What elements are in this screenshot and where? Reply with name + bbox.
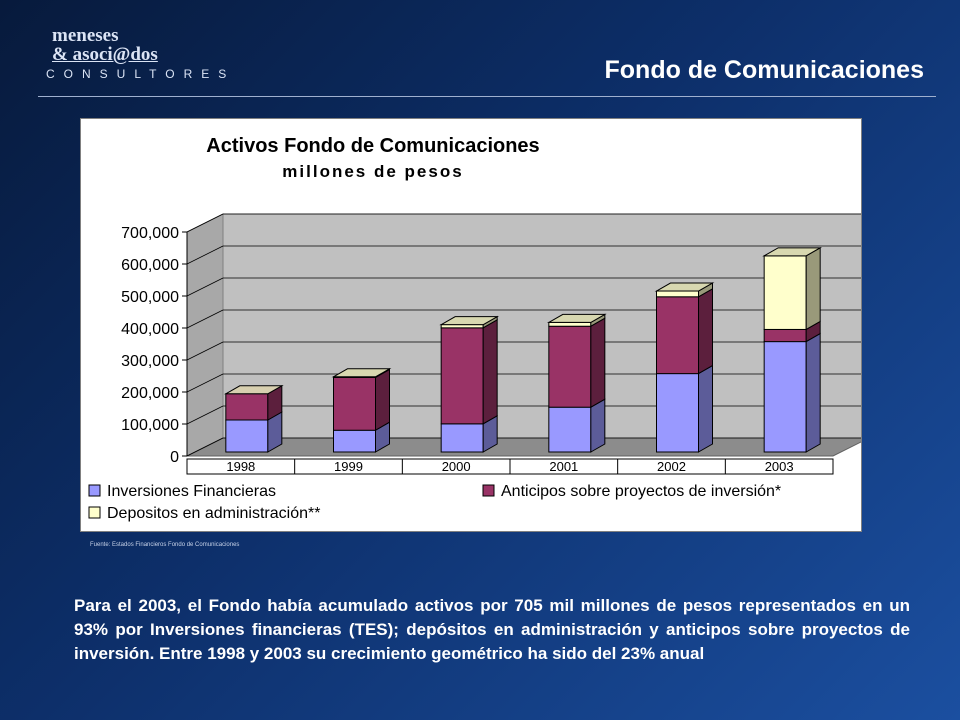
chart-floor xyxy=(186,437,861,457)
bar-segment-2002-s0 xyxy=(656,373,699,453)
legend-swatch-1 xyxy=(482,484,495,497)
bar-side-2002-s0 xyxy=(698,364,713,453)
bar-side-2003-s2 xyxy=(805,246,821,331)
logo-line-2: & asoci@dos xyxy=(52,44,158,65)
chart-side-wall xyxy=(186,213,224,457)
x-tick-label: 2000 xyxy=(442,459,471,474)
bar-side-2000-s1 xyxy=(482,318,498,425)
bar-top-1998 xyxy=(223,385,284,395)
source-note: Fuente: Estados Financieros Fondo de Com… xyxy=(90,542,240,548)
bar-top-1999 xyxy=(331,368,392,378)
bar-segment-2001-s0 xyxy=(548,406,592,453)
y-tick-label: 400,000 xyxy=(121,321,179,338)
legend-swatch-0 xyxy=(88,484,101,497)
gridline-side xyxy=(186,437,224,457)
bar-segment-2003-s2 xyxy=(763,255,807,330)
bar-top-2000 xyxy=(439,316,500,326)
bar-top-2001 xyxy=(546,313,607,323)
bar-segment-2002-s1 xyxy=(656,296,699,375)
bar-side-1999-s1 xyxy=(375,368,390,432)
x-tick-label: 1999 xyxy=(334,459,363,474)
bar-segment-2000-s1 xyxy=(440,327,484,425)
bar-segment-1999-s0 xyxy=(333,429,376,453)
chart-title: Activos Fondo de Comunicaciones xyxy=(206,135,539,157)
stacked-bar-chart: Activos Fondo de Comunicaciones millones… xyxy=(88,135,861,522)
y-tick-label: 300,000 xyxy=(121,353,179,370)
y-tick-label: 500,000 xyxy=(121,289,179,306)
bar-top-2003 xyxy=(762,247,823,257)
bar-segment-2001-s1 xyxy=(548,325,592,408)
bar-segment-1999-s1 xyxy=(333,376,376,431)
gridline-side xyxy=(186,341,224,361)
bar-segment-2003-s0 xyxy=(763,341,807,453)
gridline-side xyxy=(186,309,224,329)
chart-subtitle: millones de pesos xyxy=(282,162,463,181)
y-tick-label: 0 xyxy=(170,449,179,466)
bar-top-2002 xyxy=(654,282,715,292)
slide-title: Fondo de Comunicaciones xyxy=(604,56,924,84)
y-tick-label: 600,000 xyxy=(121,257,179,274)
y-tick-label: 200,000 xyxy=(121,385,179,402)
y-tick-label: 100,000 xyxy=(121,417,179,434)
logo-line-3: CONSULTORES xyxy=(46,67,236,81)
bar-side-2001-s0 xyxy=(590,398,606,453)
header-divider xyxy=(38,96,936,97)
gridline-side xyxy=(186,373,224,393)
legend-label-2: Depositos en administración** xyxy=(107,505,320,522)
x-tick-label: 2002 xyxy=(657,459,686,474)
bar-side-2001-s1 xyxy=(590,317,606,409)
gridline-side xyxy=(186,405,224,425)
summary-paragraph: Para el 2003, el Fondo había acumulado a… xyxy=(74,596,910,663)
company-logo: meneses & asoci@dos CONSULTORES xyxy=(46,25,235,81)
bar-segment-1998-s0 xyxy=(225,419,269,453)
gridline-side xyxy=(186,277,224,297)
bar-side-2003-s0 xyxy=(805,332,821,453)
y-tick-label: 700,000 xyxy=(121,225,179,242)
bar-segment-2003-s1 xyxy=(763,328,807,343)
x-tick-label: 1998 xyxy=(226,459,255,474)
bar-segment-1998-s1 xyxy=(225,393,269,421)
bar-segment-2002-s2 xyxy=(656,290,699,298)
bar-segment-2000-s0 xyxy=(440,423,484,453)
legend-label-1: Anticipos sobre proyectos de inversión* xyxy=(501,483,781,500)
legend-swatch-2 xyxy=(88,506,101,519)
bar-segment-2001-s2 xyxy=(548,321,592,327)
gridline-side xyxy=(186,213,224,233)
x-tick-label: 2001 xyxy=(549,459,578,474)
chart-container: Activos Fondo de Comunicaciones millones… xyxy=(80,118,862,532)
bar-side-2002-s1 xyxy=(698,287,713,375)
legend-label-0: Inversiones Financieras xyxy=(107,483,276,500)
logo-line-1: meneses xyxy=(52,25,119,46)
x-tick-label: 2003 xyxy=(765,459,794,474)
gridline-side xyxy=(186,245,224,265)
